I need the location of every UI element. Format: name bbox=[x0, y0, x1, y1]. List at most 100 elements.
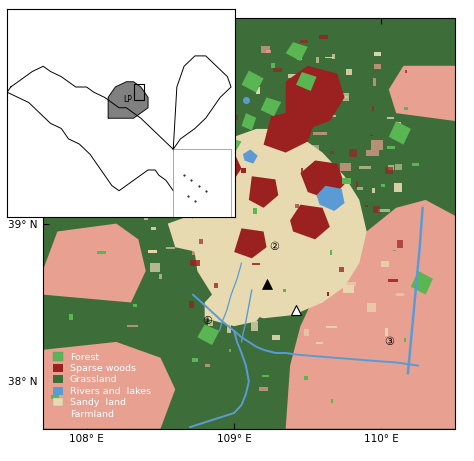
Polygon shape bbox=[269, 256, 276, 260]
Polygon shape bbox=[216, 124, 220, 130]
Polygon shape bbox=[330, 115, 336, 117]
Polygon shape bbox=[224, 93, 233, 100]
Polygon shape bbox=[241, 113, 256, 130]
Polygon shape bbox=[395, 164, 402, 170]
Polygon shape bbox=[366, 150, 379, 156]
Polygon shape bbox=[283, 289, 285, 292]
Polygon shape bbox=[304, 376, 308, 379]
Polygon shape bbox=[359, 166, 371, 170]
Polygon shape bbox=[287, 112, 293, 121]
Polygon shape bbox=[43, 224, 146, 302]
Polygon shape bbox=[329, 101, 331, 109]
Polygon shape bbox=[190, 260, 200, 266]
Polygon shape bbox=[396, 293, 404, 296]
Polygon shape bbox=[222, 72, 226, 76]
Text: LP: LP bbox=[124, 95, 133, 105]
Polygon shape bbox=[336, 95, 348, 98]
Polygon shape bbox=[219, 192, 223, 199]
Polygon shape bbox=[219, 147, 229, 155]
Polygon shape bbox=[342, 178, 350, 184]
Polygon shape bbox=[349, 149, 357, 157]
Polygon shape bbox=[205, 364, 210, 366]
Polygon shape bbox=[219, 53, 227, 56]
Polygon shape bbox=[307, 145, 319, 154]
Bar bbox=[173, 149, 231, 217]
Polygon shape bbox=[388, 279, 398, 282]
Polygon shape bbox=[97, 36, 101, 44]
Polygon shape bbox=[209, 284, 213, 290]
Text: ③: ③ bbox=[384, 337, 394, 347]
Polygon shape bbox=[288, 74, 297, 78]
Polygon shape bbox=[330, 151, 334, 154]
Polygon shape bbox=[326, 326, 337, 328]
Text: ①: ① bbox=[202, 316, 213, 326]
Polygon shape bbox=[329, 249, 331, 254]
Polygon shape bbox=[340, 163, 351, 171]
Polygon shape bbox=[405, 70, 407, 73]
Polygon shape bbox=[246, 296, 252, 297]
Polygon shape bbox=[209, 177, 219, 180]
Polygon shape bbox=[412, 163, 419, 165]
Polygon shape bbox=[163, 156, 171, 160]
Polygon shape bbox=[327, 292, 328, 296]
Polygon shape bbox=[346, 69, 352, 75]
Polygon shape bbox=[144, 218, 148, 220]
Polygon shape bbox=[316, 57, 319, 63]
Polygon shape bbox=[370, 297, 375, 304]
Polygon shape bbox=[214, 71, 223, 77]
Polygon shape bbox=[396, 122, 401, 126]
Polygon shape bbox=[156, 201, 164, 204]
Polygon shape bbox=[164, 140, 169, 148]
Polygon shape bbox=[417, 97, 426, 100]
Polygon shape bbox=[297, 53, 301, 59]
Polygon shape bbox=[229, 349, 231, 352]
Polygon shape bbox=[58, 281, 72, 284]
Polygon shape bbox=[356, 182, 358, 187]
Polygon shape bbox=[214, 40, 221, 44]
Polygon shape bbox=[69, 314, 73, 320]
Polygon shape bbox=[197, 74, 210, 79]
Polygon shape bbox=[207, 147, 219, 150]
Polygon shape bbox=[251, 321, 258, 331]
Polygon shape bbox=[216, 72, 227, 80]
Polygon shape bbox=[192, 248, 201, 255]
Polygon shape bbox=[370, 135, 373, 136]
Polygon shape bbox=[338, 94, 349, 100]
Polygon shape bbox=[197, 325, 219, 345]
Text: ②: ② bbox=[269, 242, 279, 252]
Polygon shape bbox=[381, 184, 384, 187]
Polygon shape bbox=[332, 54, 335, 59]
Polygon shape bbox=[385, 328, 388, 336]
Polygon shape bbox=[157, 50, 165, 55]
Polygon shape bbox=[325, 57, 334, 59]
Polygon shape bbox=[365, 205, 367, 207]
Polygon shape bbox=[303, 329, 309, 336]
Polygon shape bbox=[373, 188, 374, 193]
Polygon shape bbox=[373, 206, 380, 213]
Polygon shape bbox=[241, 168, 246, 173]
Polygon shape bbox=[374, 65, 381, 69]
Polygon shape bbox=[43, 342, 175, 429]
Polygon shape bbox=[217, 170, 219, 173]
Polygon shape bbox=[339, 267, 344, 272]
Polygon shape bbox=[316, 342, 323, 344]
Polygon shape bbox=[344, 282, 356, 286]
Polygon shape bbox=[397, 240, 403, 248]
Polygon shape bbox=[351, 252, 356, 254]
Polygon shape bbox=[286, 66, 345, 129]
Polygon shape bbox=[253, 188, 262, 192]
Polygon shape bbox=[63, 91, 66, 94]
Polygon shape bbox=[97, 251, 106, 254]
Polygon shape bbox=[133, 304, 137, 307]
Polygon shape bbox=[158, 114, 160, 120]
Polygon shape bbox=[160, 138, 166, 142]
Polygon shape bbox=[317, 186, 345, 211]
Polygon shape bbox=[186, 59, 195, 62]
Polygon shape bbox=[151, 227, 156, 230]
Polygon shape bbox=[291, 278, 301, 286]
Polygon shape bbox=[373, 77, 376, 86]
Polygon shape bbox=[288, 116, 291, 118]
Polygon shape bbox=[389, 66, 455, 121]
Polygon shape bbox=[300, 370, 308, 380]
Polygon shape bbox=[404, 338, 407, 342]
